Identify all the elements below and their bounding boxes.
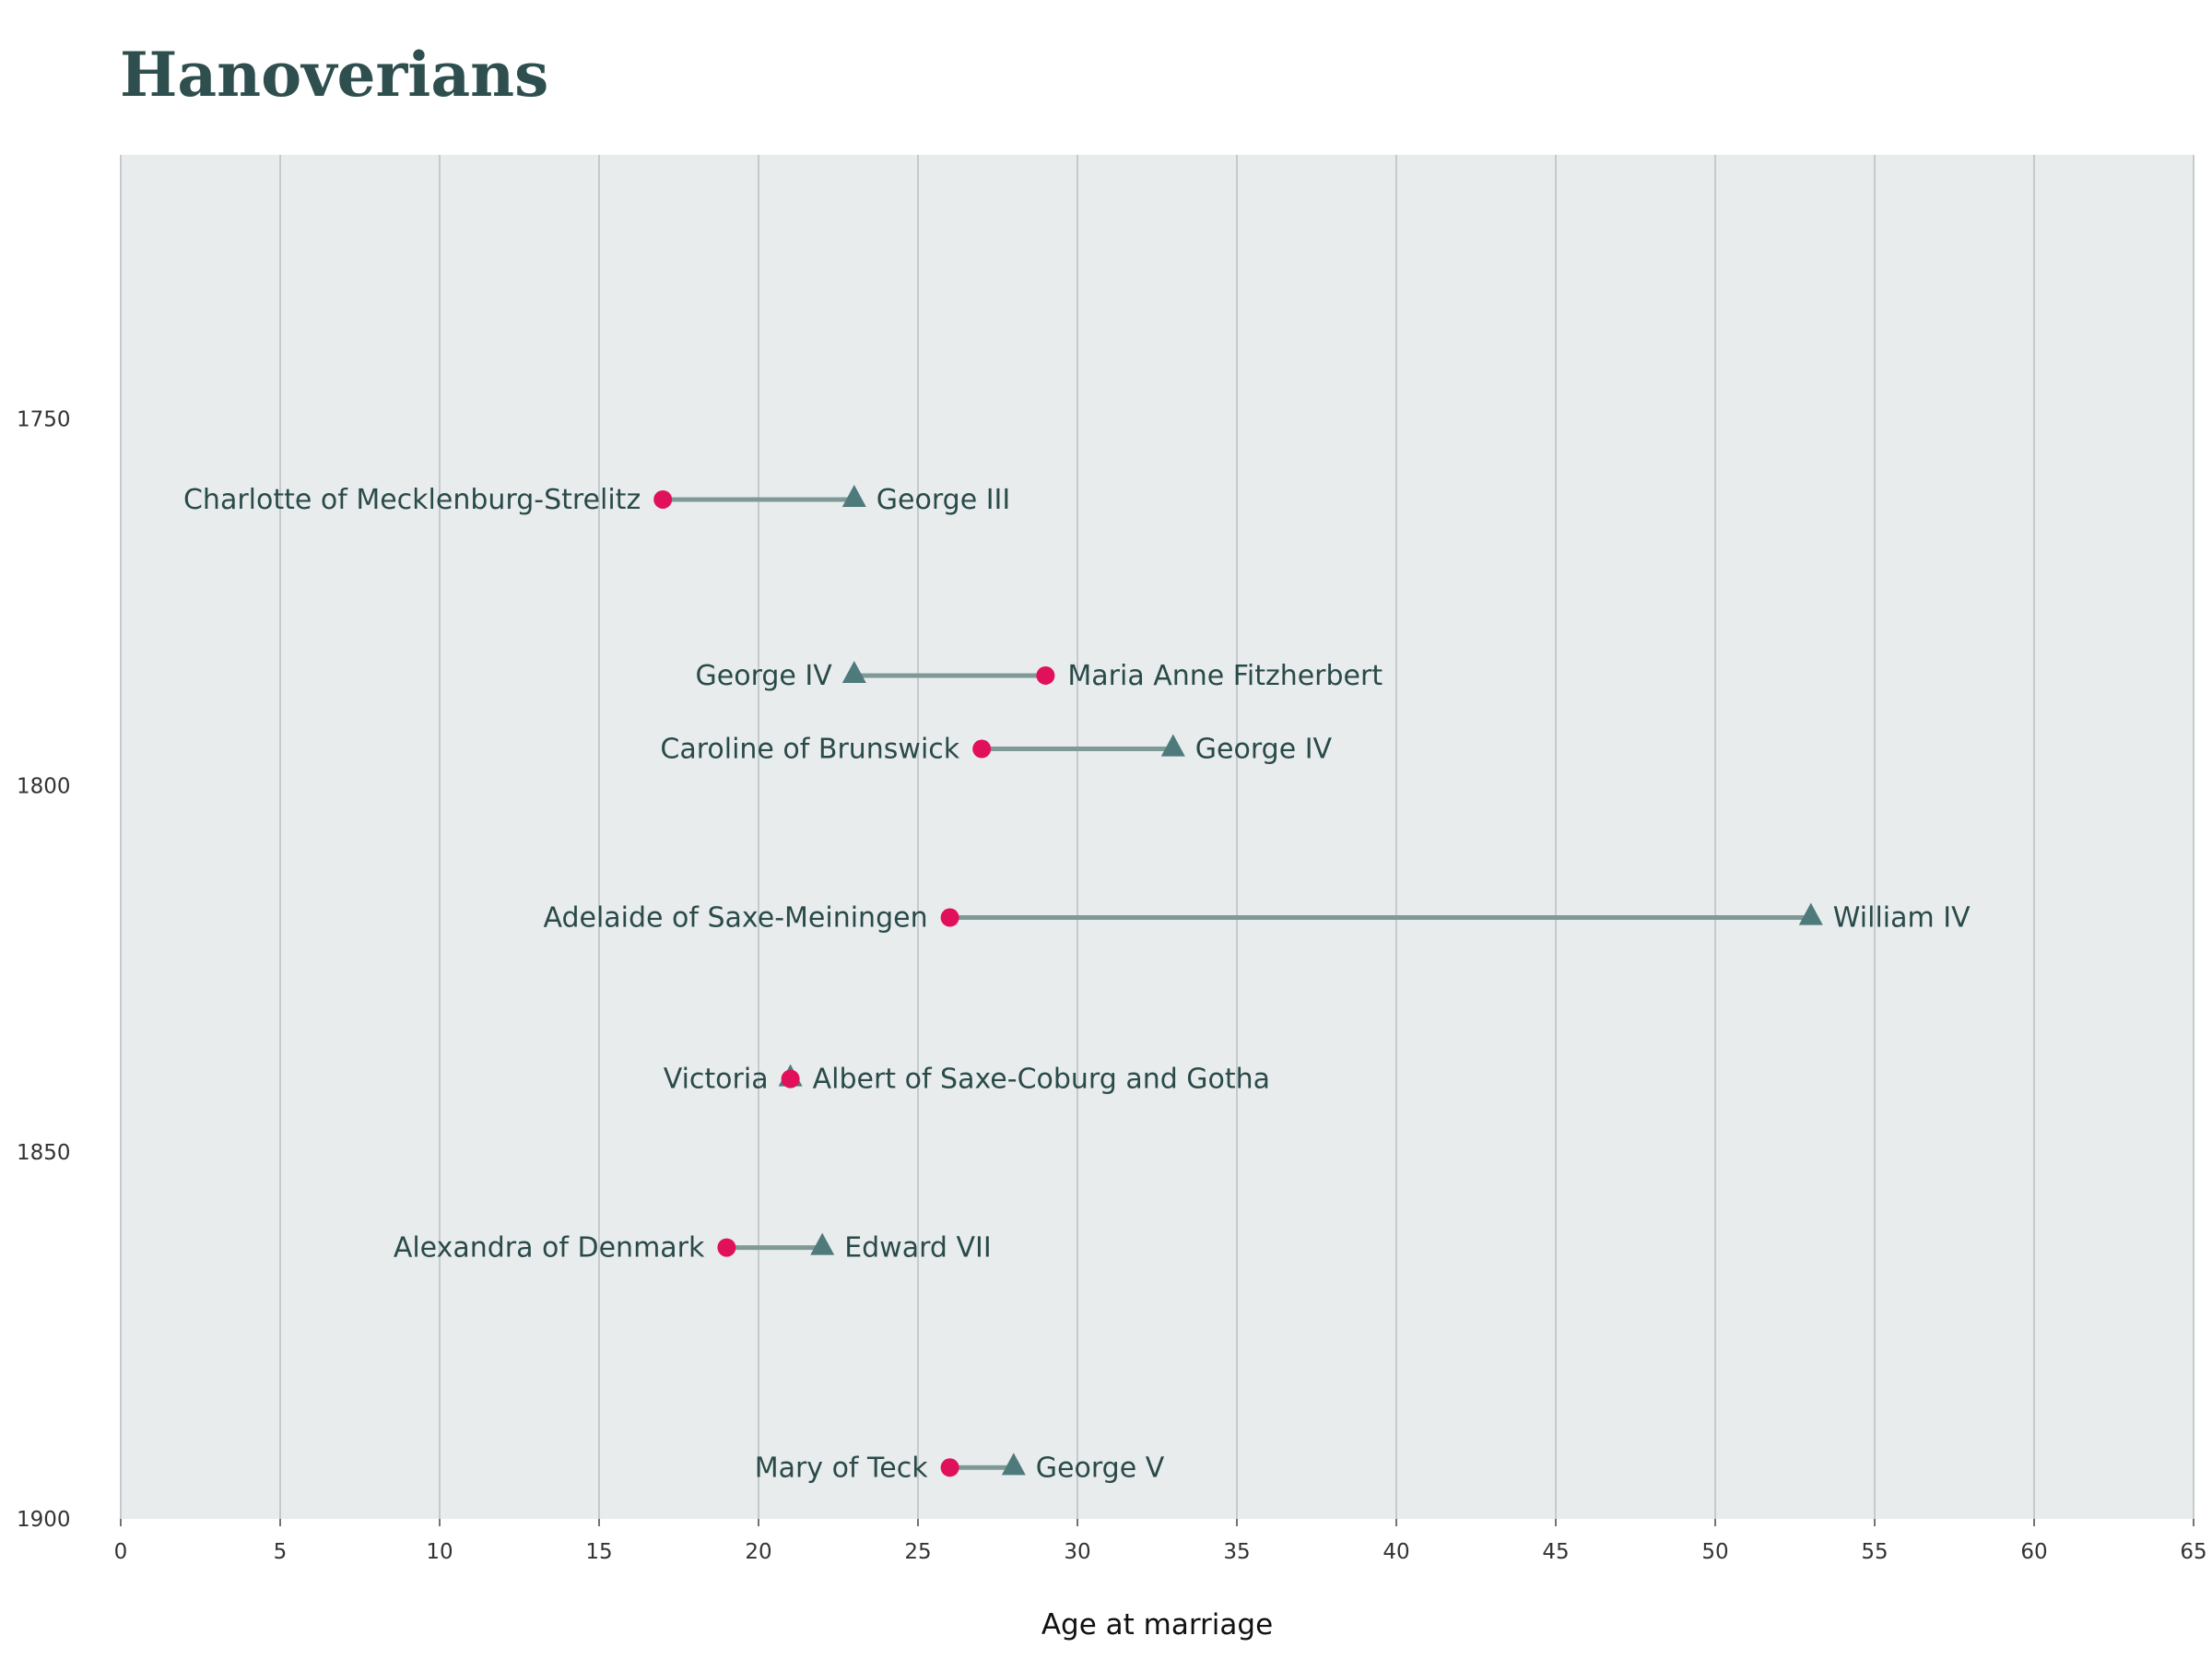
- y-tick-label: 1900: [17, 1508, 71, 1532]
- wife-circle-point: [940, 908, 959, 927]
- y-tick-label: 1750: [17, 407, 71, 431]
- x-tick-label: 65: [2180, 1540, 2206, 1564]
- x-tick-label: 20: [745, 1540, 771, 1564]
- husband-name-label: George IV: [1195, 734, 1333, 766]
- wife-circle-point: [972, 739, 992, 759]
- husband-triangle-point: [1001, 1453, 1026, 1476]
- wife-name-label: Adelaide of Saxe-Meiningen: [543, 902, 927, 935]
- wife-circle-point: [717, 1238, 736, 1257]
- x-tick-label: 30: [1064, 1540, 1090, 1564]
- husband-name-label: George III: [877, 484, 1010, 516]
- wife-name-label: Mary of Teck: [755, 1452, 929, 1484]
- x-tick-label: 40: [1382, 1540, 1409, 1564]
- y-tick-label: 1800: [17, 774, 71, 798]
- wife-circle-point: [1036, 665, 1055, 685]
- y-tick-label: 1850: [17, 1141, 71, 1165]
- x-tick-label: 60: [2020, 1540, 2047, 1564]
- plot-panel: [121, 155, 2194, 1519]
- chart-title: Hanoverians: [120, 39, 549, 111]
- husband-triangle-point: [810, 1232, 835, 1255]
- x-tick-label: 45: [1542, 1540, 1569, 1564]
- husband-triangle-point: [841, 484, 866, 508]
- wife-circle-point: [940, 1458, 959, 1477]
- x-axis-title: Age at marriage: [1041, 1608, 1273, 1641]
- x-tick-label: 0: [114, 1540, 128, 1564]
- wife-name-label: Alexandra of Denmark: [394, 1232, 705, 1265]
- x-tick-label: 15: [585, 1540, 612, 1564]
- wife-name-label: Victoria: [664, 1064, 769, 1096]
- wife-name-label: Charlotte of Mecklenburg-Strelitz: [183, 484, 641, 516]
- husband-triangle-point: [1160, 734, 1185, 757]
- husband-name-label: Edward VII: [844, 1232, 992, 1265]
- wife-name-label: Maria Anne Fitzherbert: [1067, 660, 1382, 692]
- x-tick-label: 55: [1861, 1540, 1888, 1564]
- x-tick-label: 25: [904, 1540, 931, 1564]
- husband-name-label: Albert of Saxe-Coburg and Gotha: [813, 1064, 1270, 1096]
- x-tick-label: 50: [1701, 1540, 1728, 1564]
- wife-name-label: Caroline of Brunswick: [660, 734, 959, 766]
- husband-name-label: George V: [1036, 1452, 1165, 1484]
- wife-circle-point: [781, 1069, 800, 1088]
- x-tick-label: 35: [1223, 1540, 1250, 1564]
- husband-triangle-point: [1798, 902, 1823, 925]
- wife-circle-point: [653, 489, 673, 509]
- husband-name-label: William IV: [1833, 902, 1971, 935]
- husband-triangle-point: [841, 660, 866, 683]
- x-tick-label: 10: [426, 1540, 453, 1564]
- x-tick-label: 5: [274, 1540, 288, 1564]
- husband-name-label: George IV: [696, 660, 833, 692]
